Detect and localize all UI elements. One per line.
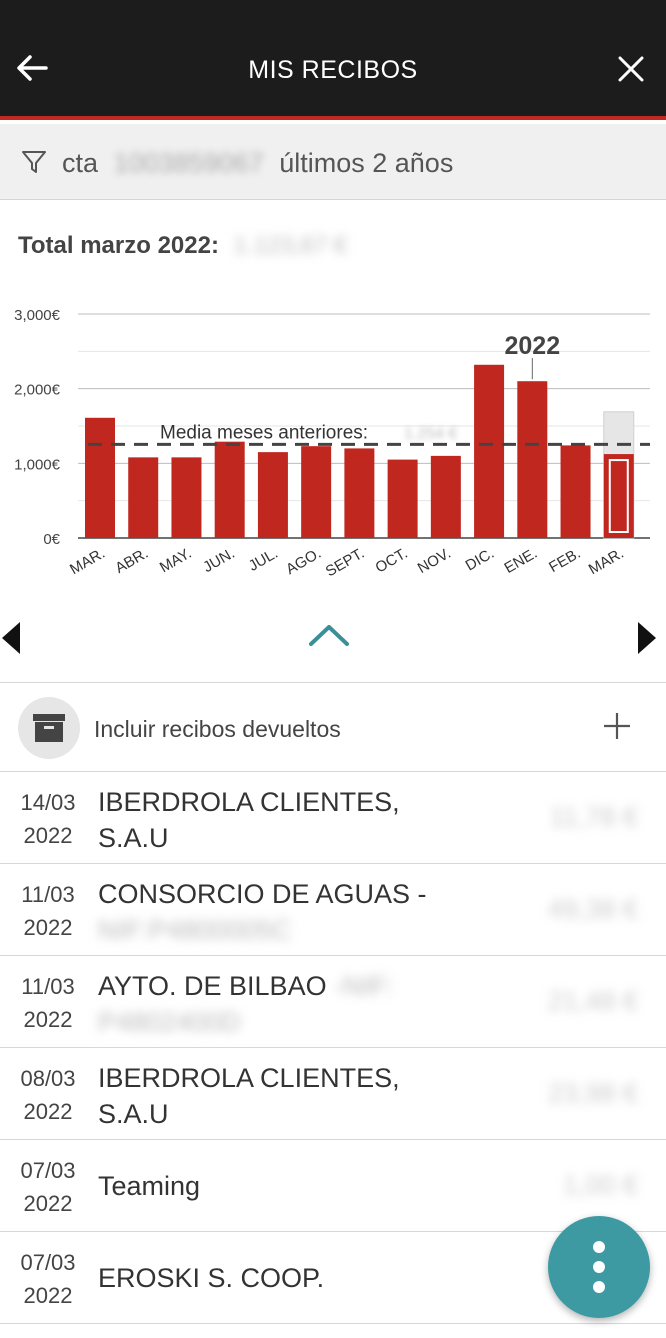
filter-prefix: cta bbox=[62, 148, 99, 178]
x-tick-label: OCT. bbox=[373, 545, 411, 577]
x-tick-label: JUN. bbox=[200, 545, 237, 576]
include-returned-label: Incluir recibos devueltos bbox=[94, 716, 341, 742]
receipt-issuer: IBERDROLA CLIENTES, S.A.U bbox=[98, 787, 400, 853]
bar bbox=[517, 381, 548, 538]
average-value: 1.254 € bbox=[404, 425, 457, 442]
receipt-amount: 49,38 € bbox=[547, 894, 638, 924]
current-month-highlight bbox=[608, 459, 629, 533]
receipt-date: 07/03 2022 bbox=[20, 1158, 76, 1216]
x-tick-label: JUL. bbox=[246, 545, 281, 575]
y-tick-label: 0€ bbox=[43, 531, 60, 548]
x-tick-label: NOV. bbox=[415, 545, 454, 577]
bar bbox=[301, 446, 332, 538]
next-period-icon[interactable] bbox=[636, 620, 658, 656]
total-label: Total marzo 2022: bbox=[18, 232, 219, 259]
x-tick-label: MAR. bbox=[586, 545, 627, 578]
x-tick-label: AGO. bbox=[283, 545, 324, 578]
close-icon[interactable] bbox=[618, 56, 644, 82]
bar bbox=[171, 457, 202, 538]
filter-text: cta 1003859067 últimos 2 años bbox=[62, 148, 453, 179]
x-tick-label: MAR. bbox=[67, 545, 108, 578]
bar bbox=[430, 455, 461, 538]
filter-icon bbox=[22, 151, 46, 173]
bar bbox=[128, 457, 159, 538]
receipt-issuer: AYTO. DE BILBAO -NIF: P4802400D bbox=[98, 971, 395, 1037]
filter-period: últimos 2 años bbox=[279, 148, 454, 178]
previous-period-icon[interactable] bbox=[0, 620, 22, 656]
bar bbox=[85, 417, 115, 538]
page-title: MIS RECIBOS bbox=[248, 56, 418, 84]
plus-icon[interactable] bbox=[602, 711, 632, 741]
receipt-row[interactable]: 07/03 2022 EROSKI S. COOP. bbox=[0, 1232, 666, 1324]
x-tick-label: MAY. bbox=[157, 545, 195, 577]
year-marker-label: 2022 bbox=[504, 332, 560, 360]
receipt-amount: 11,78 € bbox=[549, 802, 638, 832]
monthly-chart: 0€ 1,000€ 2,000€ 3,000€ MAR. ABR. MAY. JUN. JUL.… bbox=[0, 290, 666, 610]
bar-chart: 0€1,000€2,000€3,000€MAR. ABR. MAY. JUN. JUL.… bbox=[14, 307, 650, 581]
chevron-up-icon[interactable] bbox=[308, 622, 350, 648]
receipt-issuer: EROSKI S. COOP. bbox=[98, 1263, 325, 1293]
receipt-amount: 1,00 € bbox=[562, 1170, 638, 1200]
receipt-row[interactable]: 11/03 2022 CONSORCIO DE AGUAS - NIF:P48000… bbox=[0, 864, 666, 956]
bar bbox=[387, 459, 418, 538]
bar bbox=[344, 448, 375, 538]
bar bbox=[560, 445, 591, 538]
receipt-row[interactable]: 11/03 2022 AYTO. DE BILBAO -NIF: P4802400D… bbox=[0, 956, 666, 1048]
receipt-row[interactable]: 08/03 2022 IBERDROLA CLIENTES, S.A.U 23,98… bbox=[0, 1048, 666, 1140]
include-returned-row[interactable]: Incluir recibos devueltos bbox=[0, 682, 666, 772]
chart-navigation bbox=[0, 612, 666, 662]
bar bbox=[214, 441, 245, 538]
x-tick-label: DIC. bbox=[463, 545, 497, 575]
receipt-date: 08/03 2022 bbox=[20, 1066, 76, 1124]
bar bbox=[257, 452, 288, 538]
archive-icon bbox=[18, 697, 80, 759]
total-amount: 1.123,67 € bbox=[233, 232, 348, 259]
bar bbox=[603, 454, 634, 538]
dot-icon bbox=[593, 1281, 605, 1293]
y-tick-label: 2,000€ bbox=[14, 382, 61, 399]
more-options-button[interactable] bbox=[548, 1216, 650, 1318]
top-app-bar: MIS RECIBOS bbox=[0, 0, 666, 120]
x-tick-label: ENE. bbox=[501, 545, 540, 577]
receipt-issuer: Teaming bbox=[98, 1171, 201, 1201]
dot-icon bbox=[593, 1261, 605, 1273]
x-tick-label: SEPT. bbox=[323, 545, 368, 581]
y-tick-label: 3,000€ bbox=[14, 307, 61, 324]
x-tick-label: ABR. bbox=[112, 545, 151, 577]
receipt-date: 07/03 2022 bbox=[20, 1250, 76, 1308]
y-tick-label: 1,000€ bbox=[14, 456, 61, 473]
bar bbox=[474, 364, 505, 538]
receipt-issuer: IBERDROLA CLIENTES, S.A.U bbox=[98, 1063, 400, 1129]
receipt-amount: 23,98 € bbox=[547, 1078, 638, 1108]
x-tick-label: FEB. bbox=[546, 545, 583, 576]
filter-account: 1003859067 bbox=[113, 148, 264, 178]
receipt-list: 14/03 2022 IBERDROLA CLIENTES, S.A.U 11,78… bbox=[0, 772, 666, 1324]
receipt-date: 11/03 2022 bbox=[21, 882, 75, 940]
receipt-date: 14/03 2022 bbox=[20, 790, 76, 848]
receipt-amount: 21,48 € bbox=[547, 986, 638, 1016]
receipt-date: 11/03 2022 bbox=[21, 974, 75, 1032]
receipt-issuer: CONSORCIO DE AGUAS - NIF:P4800005C bbox=[98, 879, 427, 945]
receipt-row[interactable]: 14/03 2022 IBERDROLA CLIENTES, S.A.U 11,78… bbox=[0, 772, 666, 864]
monthly-total: Total marzo 2022: 1.123,67 € bbox=[18, 232, 347, 260]
filter-bar[interactable]: cta 1003859067 últimos 2 años bbox=[0, 124, 666, 200]
receipt-row[interactable]: 07/03 2022 Teaming 1,00 € bbox=[0, 1140, 666, 1232]
average-label: Media meses anteriores: bbox=[160, 422, 368, 443]
back-arrow-icon[interactable] bbox=[14, 50, 50, 86]
dot-icon bbox=[593, 1241, 605, 1253]
